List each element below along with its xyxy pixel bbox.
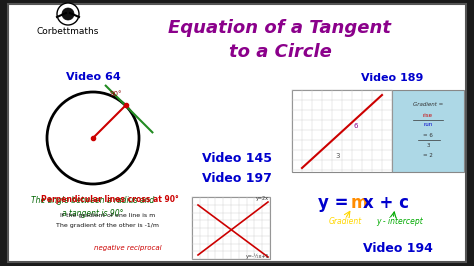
Text: Gradient =: Gradient = [413,102,443,107]
Text: y - intercept: y - intercept [377,218,423,227]
Text: rise: rise [423,113,433,118]
Circle shape [47,92,139,184]
Text: Video 64: Video 64 [65,72,120,82]
Text: y=2x: y=2x [255,196,268,201]
Text: Perpendicular lines cross at 90°: Perpendicular lines cross at 90° [41,196,179,205]
FancyBboxPatch shape [392,90,464,172]
Circle shape [62,8,74,20]
Text: 90°: 90° [109,92,122,97]
Text: Gradient: Gradient [328,218,362,227]
Circle shape [57,3,79,25]
Text: Corbettmaths: Corbettmaths [37,27,99,36]
Text: The angle between a radius and
a tangent is 90°: The angle between a radius and a tangent… [31,196,155,218]
Text: m: m [351,194,368,212]
FancyBboxPatch shape [8,4,466,262]
FancyBboxPatch shape [292,90,392,172]
Text: x + c: x + c [363,194,409,212]
Text: The gradient of the other is -1/m: The gradient of the other is -1/m [56,223,159,228]
Text: 3: 3 [336,153,340,159]
Text: Video 189: Video 189 [361,73,423,83]
Text: = 6: = 6 [423,133,433,138]
Text: Video 197: Video 197 [202,172,272,185]
Text: Video 145: Video 145 [202,152,272,164]
Text: y =: y = [318,194,354,212]
Text: y=-½x+1: y=-½x+1 [246,254,270,259]
Text: 6: 6 [354,123,358,129]
Text: = 2: = 2 [423,153,433,158]
Text: 3: 3 [426,143,430,148]
Text: run: run [423,122,433,127]
FancyBboxPatch shape [192,197,270,259]
Text: to a Circle: to a Circle [228,43,331,61]
Text: Video 194: Video 194 [363,242,433,255]
Text: negative reciprocal: negative reciprocal [94,245,162,251]
Text: If the gradient of one line is m: If the gradient of one line is m [60,213,155,218]
Text: Equation of a Tangent: Equation of a Tangent [168,19,392,37]
